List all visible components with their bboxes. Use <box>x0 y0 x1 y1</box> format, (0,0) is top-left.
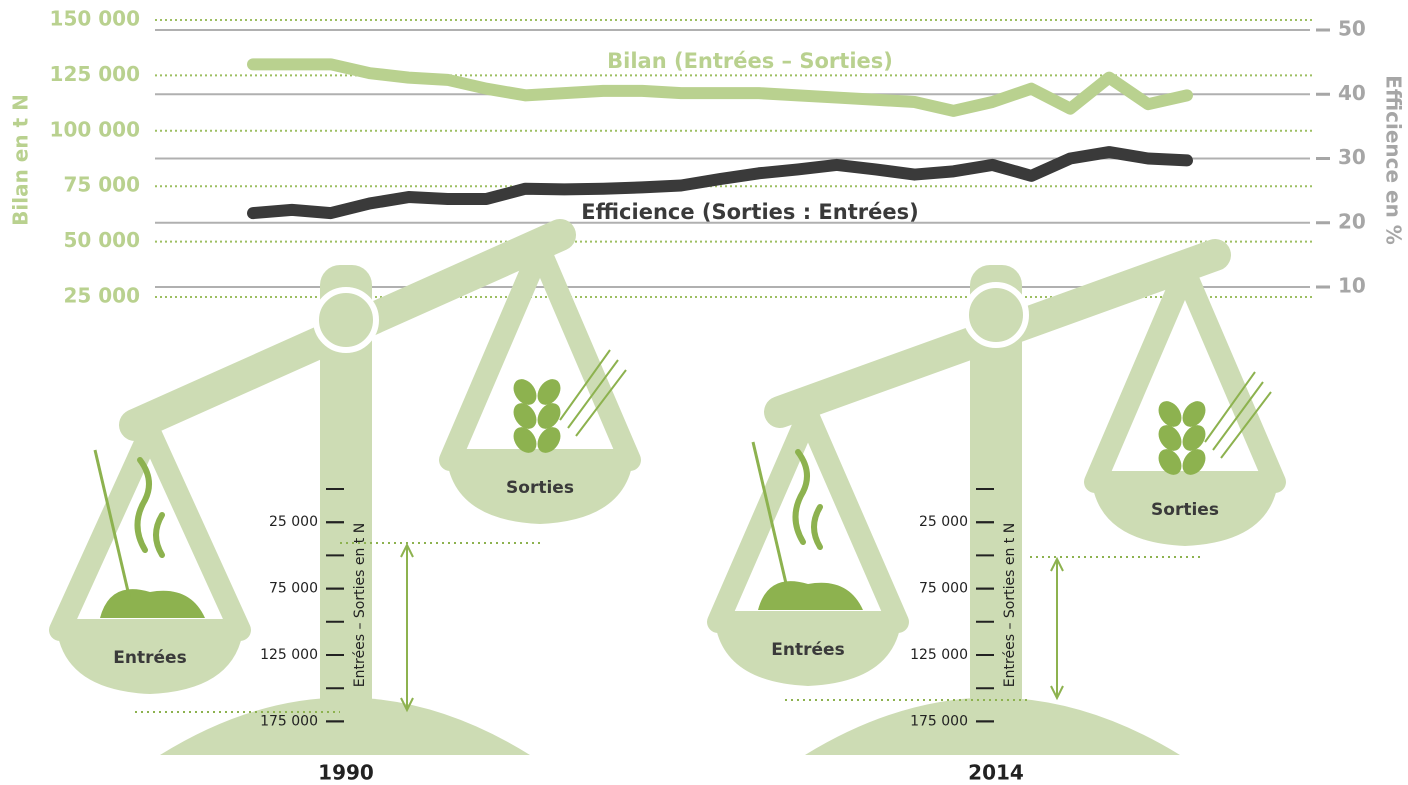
grain <box>1178 397 1210 431</box>
year-label: 2014 <box>968 761 1024 785</box>
y2-tick-label: 20 <box>1338 209 1366 233</box>
y2-axis-title: Efficience en % <box>1382 75 1406 245</box>
pan-label: Sorties <box>506 478 574 498</box>
balance: Entrées Sorties 25 000 75 000 125 000 175 000… <box>714 255 1279 785</box>
scale-tick-label: 75 000 <box>919 581 968 597</box>
balance: Entrées Sorties 25 000 75 000 125 000 175 000… <box>56 235 634 785</box>
grain <box>533 375 565 409</box>
manure <box>758 581 863 610</box>
scale-tick-label: 125 000 <box>260 647 318 663</box>
y2-tick-label: 50 <box>1338 17 1366 41</box>
y2-tick-label: 30 <box>1338 145 1366 169</box>
scale-tick-label: 125 000 <box>910 647 968 663</box>
scale-tick-label: 75 000 <box>269 581 318 597</box>
pivot <box>966 285 1026 345</box>
grain <box>509 375 541 409</box>
series-label: Efficience (Sorties : Entrées) <box>581 200 918 224</box>
y-tick-label: 125 000 <box>50 62 140 86</box>
pan-label: Entrées <box>771 640 844 660</box>
pivot <box>316 290 376 350</box>
scale-tick-label: 25 000 <box>919 514 968 530</box>
chart: 10 20 30 40 50 25 000 50 000 75 000 100 000 125 0… <box>0 0 1408 785</box>
y-tick-label: 150 000 <box>50 7 140 31</box>
scale-tick-label: 175 000 <box>260 713 318 729</box>
manure <box>100 589 205 618</box>
y2-tick-label: 40 <box>1338 81 1366 105</box>
y-tick-label: 50 000 <box>63 228 140 252</box>
y-axis-title: Bilan en t N <box>9 94 33 226</box>
pan-label: Entrées <box>113 648 186 668</box>
series-label: Bilan (Entrées – Sorties) <box>607 49 893 73</box>
year-label: 1990 <box>318 761 374 785</box>
y2-tick-label: 10 <box>1338 274 1366 298</box>
steam <box>796 452 821 547</box>
scale-title: Entrées – Sorties en t N <box>352 523 368 687</box>
grain <box>1154 397 1186 431</box>
pan-label: Sorties <box>1151 500 1219 520</box>
y-tick-label: 25 000 <box>63 284 140 308</box>
scale-title: Entrées – Sorties en t N <box>1002 523 1018 687</box>
scale-tick-label: 25 000 <box>269 514 318 530</box>
scale-tick-label: 175 000 <box>910 713 968 729</box>
y-tick-label: 100 000 <box>50 117 140 141</box>
y-tick-label: 75 000 <box>63 173 140 197</box>
